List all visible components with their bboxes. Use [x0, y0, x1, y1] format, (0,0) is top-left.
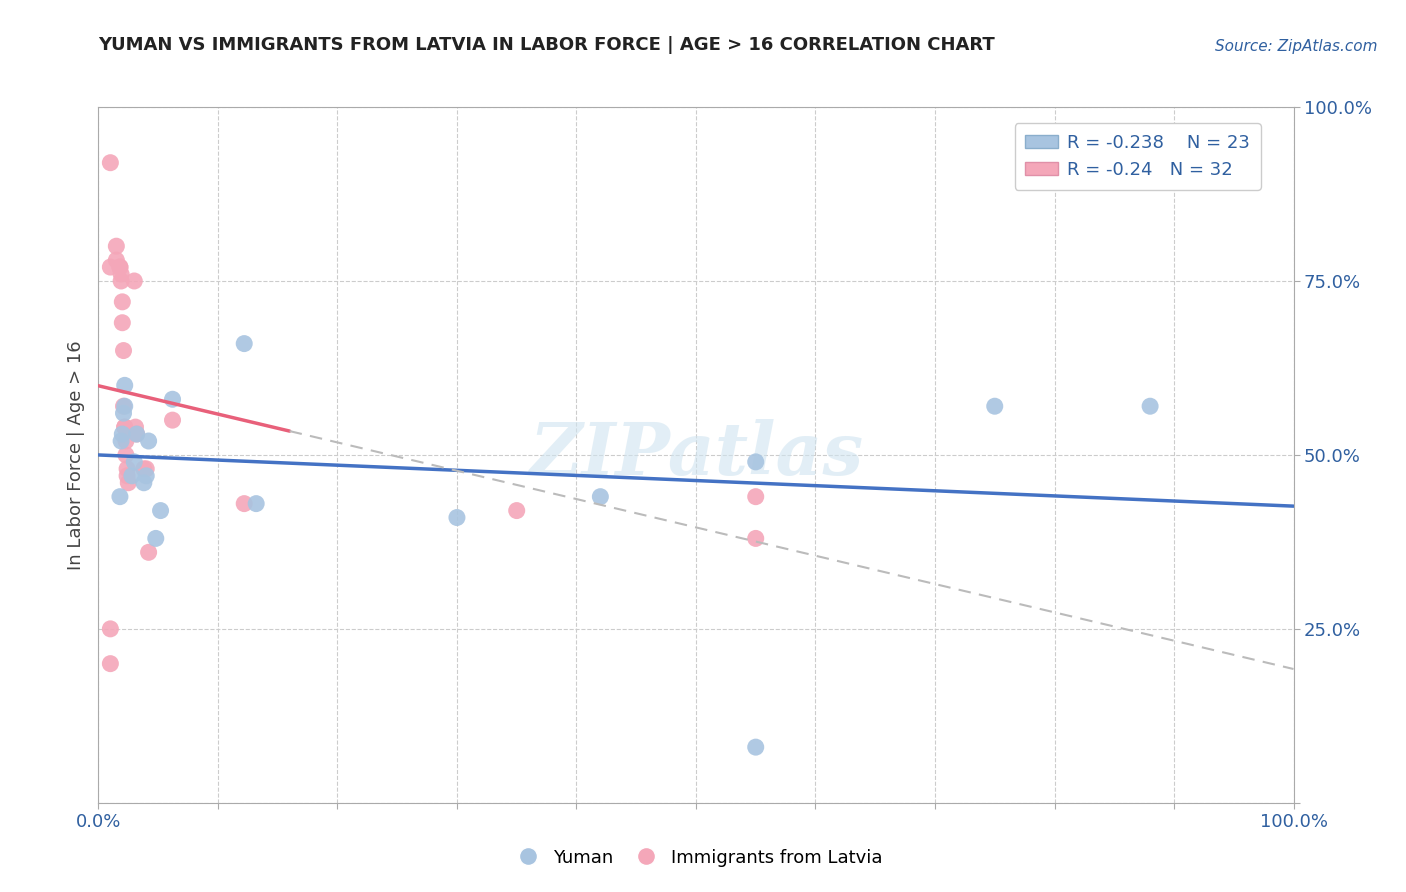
Point — [138, 434, 160, 448]
Legend: Yuman, Immigrants from Latvia: Yuman, Immigrants from Latvia — [502, 841, 890, 874]
Point — [110, 434, 132, 448]
Point — [745, 532, 768, 546]
Point — [162, 413, 184, 427]
Point — [745, 740, 768, 755]
Point — [110, 274, 132, 288]
Point — [145, 532, 167, 546]
Point — [745, 455, 768, 469]
Point — [115, 462, 138, 476]
Point — [110, 267, 132, 281]
Point — [124, 420, 146, 434]
Point — [98, 622, 122, 636]
Point — [589, 490, 612, 504]
Point — [105, 239, 128, 253]
Text: Source: ZipAtlas.com: Source: ZipAtlas.com — [1215, 38, 1378, 54]
Point — [111, 427, 134, 442]
Point — [1139, 399, 1161, 413]
Point — [112, 406, 135, 420]
Point — [745, 490, 768, 504]
Point — [115, 468, 138, 483]
Point — [114, 399, 136, 413]
Point — [125, 427, 148, 442]
Point — [124, 455, 146, 469]
Point — [112, 343, 135, 358]
Point — [132, 475, 155, 490]
Point — [98, 260, 122, 274]
Point — [115, 448, 138, 462]
Point — [114, 420, 136, 434]
Point — [115, 434, 138, 448]
Point — [105, 253, 128, 268]
Point — [233, 336, 256, 351]
Point — [111, 294, 134, 309]
Point — [111, 316, 134, 330]
Point — [117, 475, 139, 490]
Y-axis label: In Labor Force | Age > 16: In Labor Force | Age > 16 — [66, 340, 84, 570]
Point — [114, 378, 136, 392]
Text: ZIPatlas: ZIPatlas — [529, 419, 863, 491]
Point — [233, 497, 256, 511]
Point — [125, 427, 148, 442]
Point — [108, 260, 131, 274]
Point — [135, 462, 157, 476]
Point — [446, 510, 468, 524]
Point — [98, 155, 122, 169]
Point — [162, 392, 184, 407]
Point — [121, 468, 143, 483]
Point — [108, 260, 131, 274]
Text: YUMAN VS IMMIGRANTS FROM LATVIA IN LABOR FORCE | AGE > 16 CORRELATION CHART: YUMAN VS IMMIGRANTS FROM LATVIA IN LABOR… — [98, 36, 995, 54]
Point — [135, 468, 157, 483]
Point — [149, 503, 172, 517]
Point — [124, 274, 146, 288]
Point — [132, 462, 155, 476]
Point — [506, 503, 529, 517]
Point — [112, 399, 135, 413]
Point — [983, 399, 1005, 413]
Point — [245, 497, 267, 511]
Point — [114, 420, 136, 434]
Point — [108, 490, 131, 504]
Point — [138, 545, 160, 559]
Point — [98, 657, 122, 671]
